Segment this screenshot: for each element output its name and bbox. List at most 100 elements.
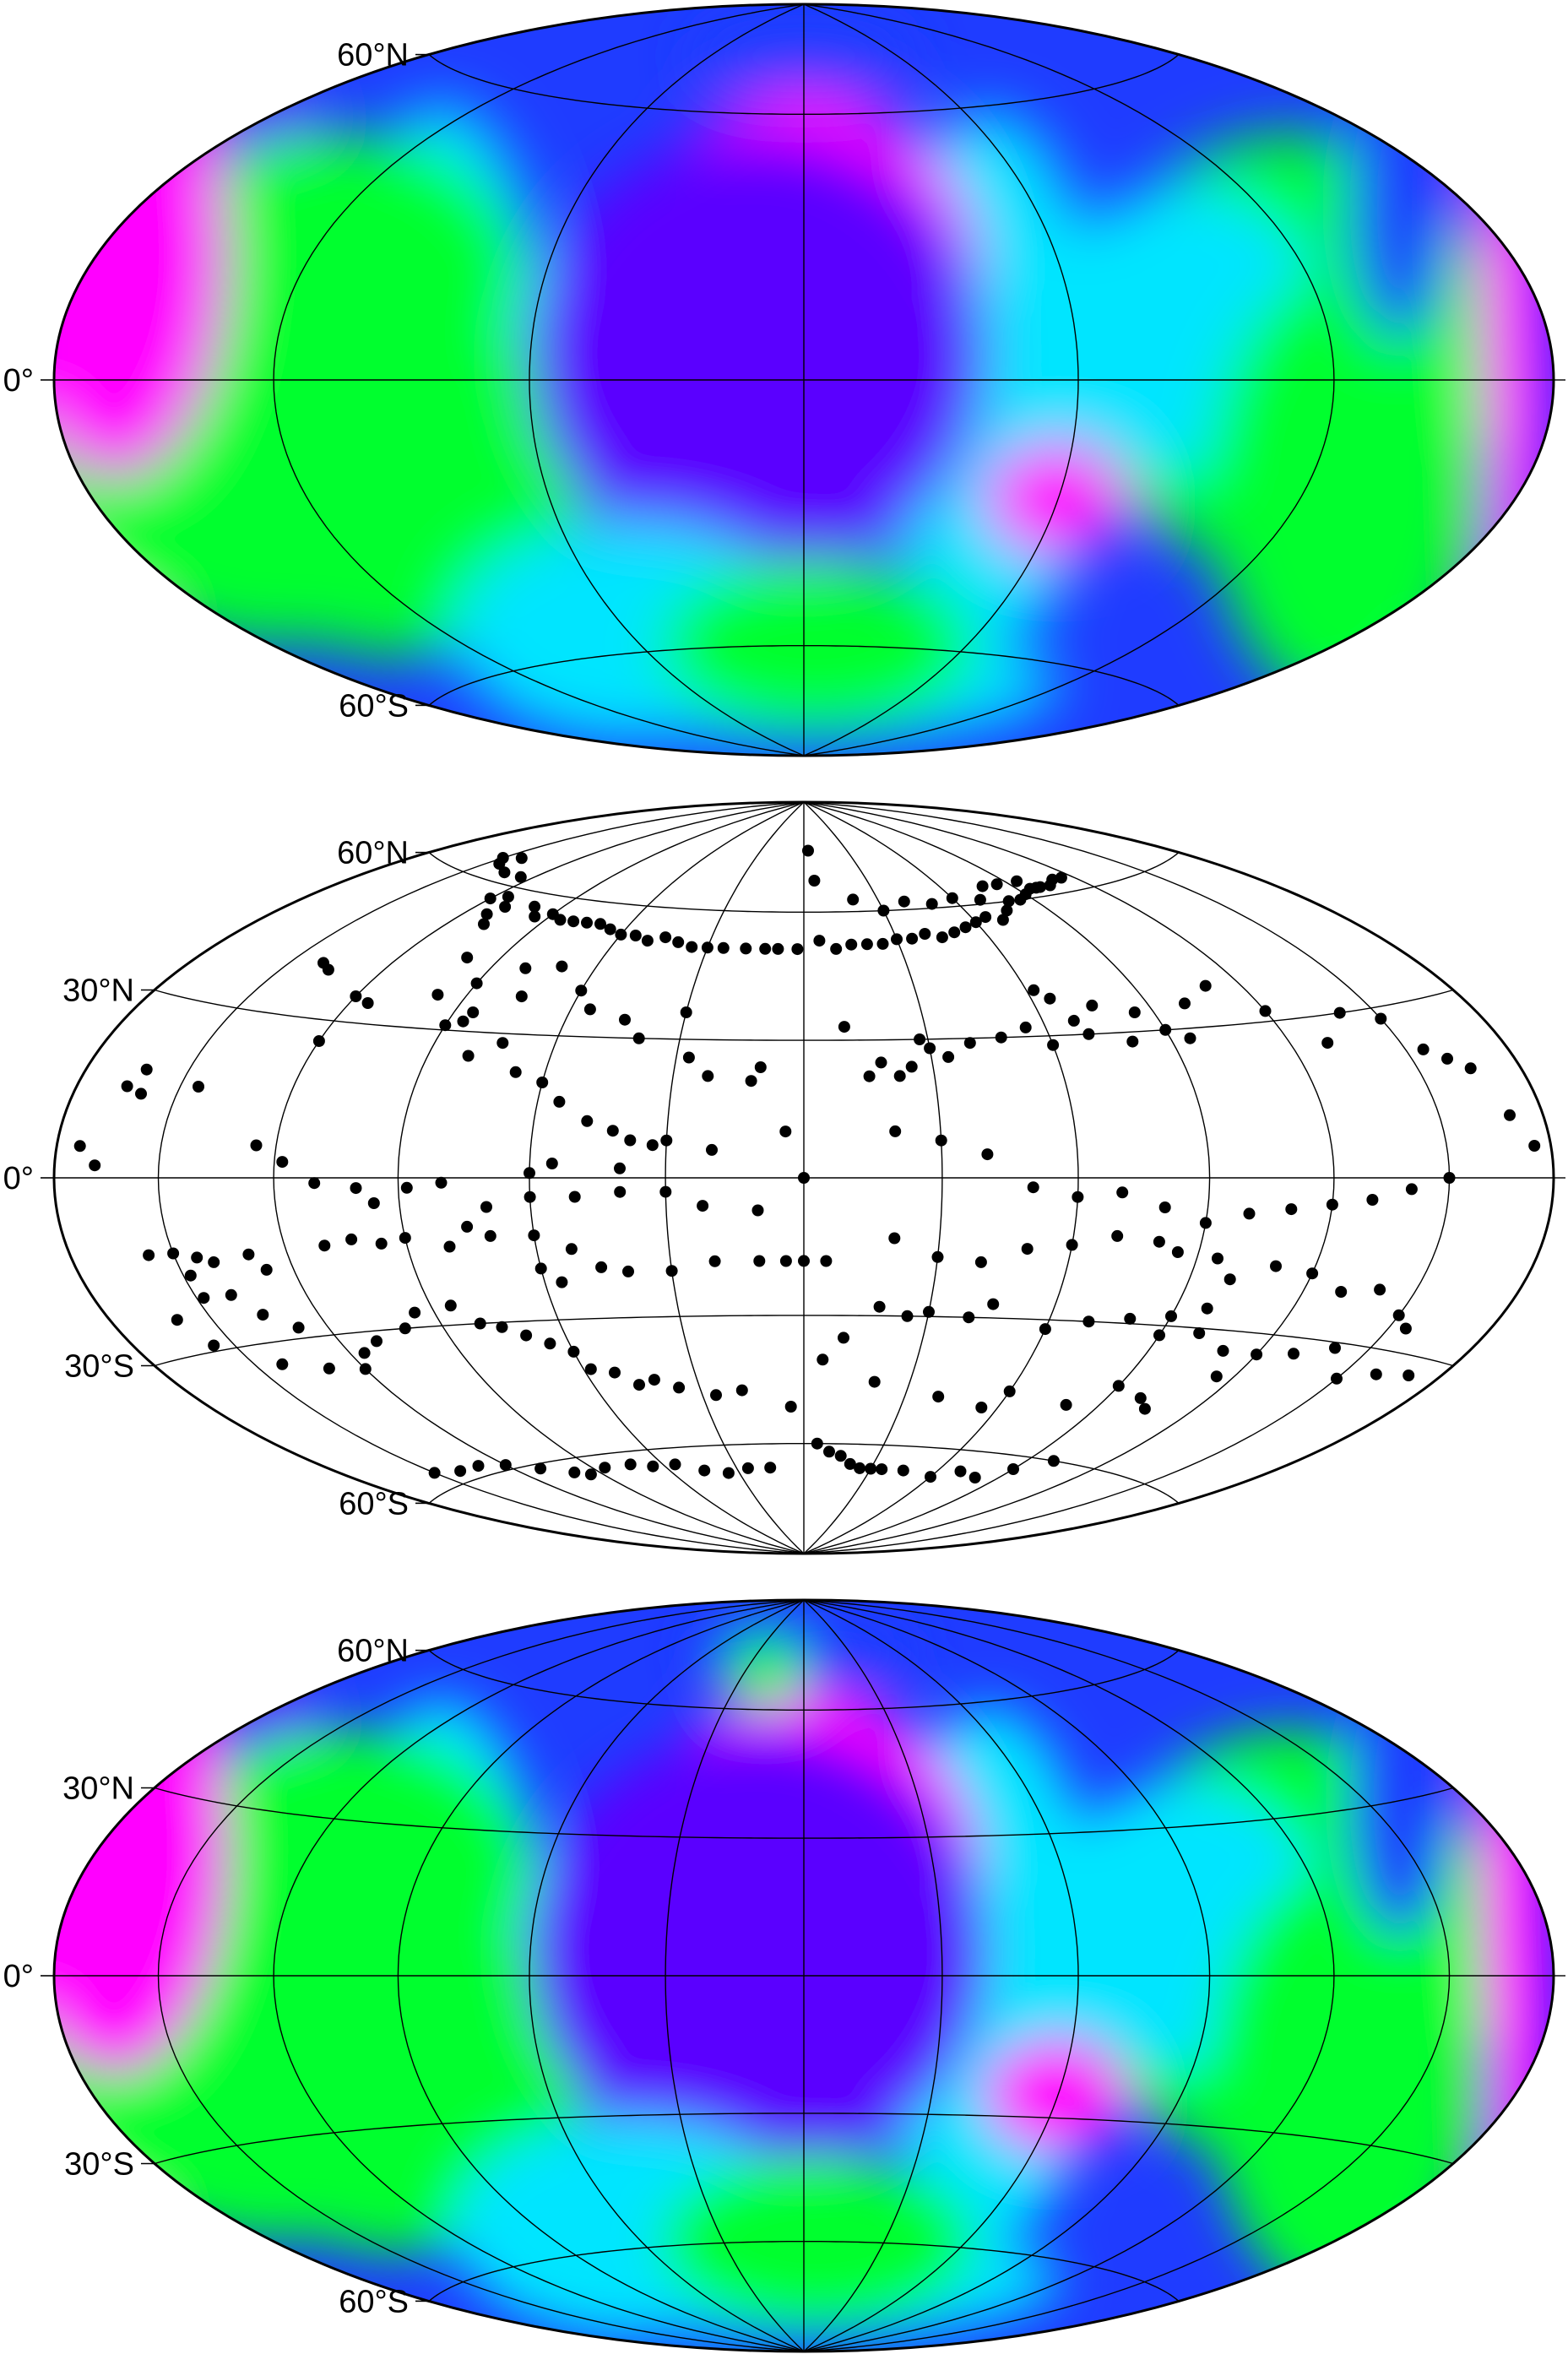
station-point (1374, 1283, 1386, 1296)
station-point (470, 977, 483, 990)
station-point (1528, 1140, 1541, 1152)
station-points (73, 844, 1541, 1483)
station-point (553, 1095, 566, 1108)
station-point (375, 1237, 388, 1250)
station-point (524, 1191, 536, 1203)
station-point (439, 1019, 452, 1032)
station-point (925, 898, 938, 910)
latitude-label: 30°S (64, 1349, 134, 1385)
station-point (659, 1185, 672, 1198)
station-point (140, 1063, 153, 1076)
station-point (706, 1143, 718, 1156)
station-point (745, 1075, 757, 1088)
station-point (431, 989, 444, 1001)
graticule (54, 1599, 1565, 2352)
station-point (568, 1191, 581, 1203)
parallel-line (154, 989, 1454, 1041)
station-point (1158, 1201, 1171, 1213)
station-point (350, 990, 362, 1002)
station-point (976, 880, 989, 892)
station-point (834, 1450, 847, 1462)
station-point (1128, 1006, 1141, 1018)
station-point (820, 1255, 833, 1267)
station-point (1027, 1181, 1039, 1194)
station-point (260, 1263, 273, 1276)
station-point (371, 1335, 383, 1348)
station-point (1370, 1368, 1382, 1380)
station-point (798, 1172, 810, 1184)
station-point (1019, 1021, 1032, 1033)
station-point (322, 963, 334, 976)
station-point (399, 1232, 411, 1245)
field-anomaly (1478, 42, 1510, 466)
latitude-label: 60°S (339, 2284, 409, 2319)
station-point (496, 1321, 508, 1333)
station-point (544, 1337, 556, 1350)
station-point (135, 1088, 147, 1100)
station-point (974, 1256, 987, 1268)
station-point (1116, 1186, 1129, 1199)
station-point (467, 1006, 480, 1018)
station-point (1212, 1252, 1223, 1265)
station-point (646, 1139, 659, 1152)
station-point (1153, 1235, 1165, 1248)
station-point (919, 928, 931, 940)
station-point (1047, 1039, 1060, 1051)
station-point (595, 1261, 608, 1273)
station-point (811, 1437, 823, 1450)
station-point (1210, 1370, 1223, 1383)
station-point (906, 932, 919, 945)
field-anomaly (528, 1730, 988, 2175)
station-point (191, 1251, 203, 1264)
station-point (813, 935, 826, 947)
station-point (358, 1347, 371, 1359)
station-point (1007, 1463, 1019, 1475)
station-point (584, 1468, 597, 1481)
station-point (472, 1460, 485, 1473)
station-point (1366, 1194, 1379, 1206)
station-point (1417, 1043, 1430, 1055)
station-point (545, 1158, 558, 1169)
station-point (536, 1077, 549, 1088)
station-point (250, 1139, 263, 1152)
station-point (502, 891, 514, 903)
station-point (1044, 992, 1056, 1005)
station-point (946, 892, 958, 904)
station-point (924, 1042, 936, 1055)
station-point (1199, 1217, 1212, 1229)
station-point (708, 1255, 721, 1267)
station-point (121, 1080, 133, 1093)
station-point (845, 938, 858, 951)
station-point (167, 1247, 180, 1260)
station-point (399, 1322, 411, 1335)
station-point (722, 1467, 735, 1479)
station-point (529, 900, 541, 913)
station-point (409, 1306, 421, 1319)
station-point (1086, 999, 1099, 1012)
station-point (345, 1233, 358, 1245)
station-point (604, 923, 616, 936)
station-point (979, 911, 992, 924)
station-point (830, 942, 843, 955)
station-point (710, 1389, 722, 1402)
station-point (568, 1466, 581, 1478)
station-point (1111, 1229, 1124, 1242)
station-point (784, 1401, 797, 1413)
station-point (838, 1332, 849, 1344)
station-point (932, 1391, 945, 1403)
station-point (905, 1060, 918, 1073)
station-point (1138, 1402, 1151, 1415)
station-point (759, 942, 772, 955)
station-point (1066, 1239, 1078, 1251)
station-point (257, 1309, 269, 1321)
station-point (1028, 984, 1040, 996)
station-point (1184, 1032, 1196, 1044)
station-point (276, 1358, 289, 1370)
parallel-line (154, 1787, 1454, 1839)
station-point (350, 1182, 362, 1195)
station-point (496, 1037, 509, 1050)
field-anomaly (54, 29, 228, 479)
station-point (594, 918, 606, 930)
station-point (680, 1006, 692, 1018)
station-point (1251, 1348, 1263, 1361)
